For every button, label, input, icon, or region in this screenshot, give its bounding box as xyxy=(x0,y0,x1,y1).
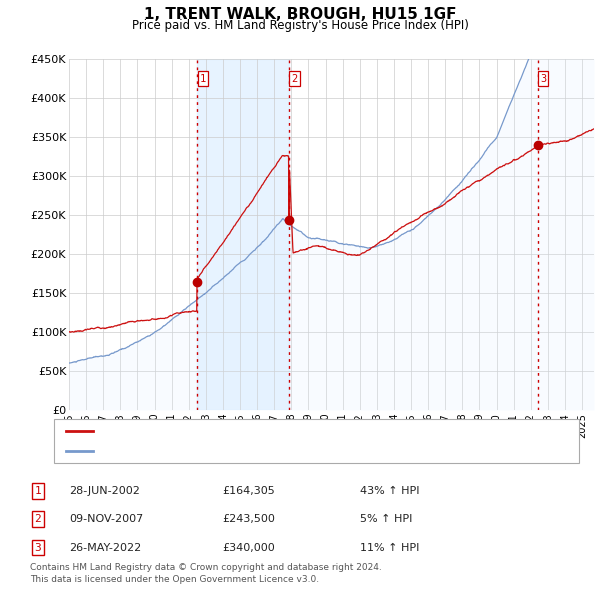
Text: 5% ↑ HPI: 5% ↑ HPI xyxy=(360,514,412,524)
Text: 26-MAY-2022: 26-MAY-2022 xyxy=(69,543,141,552)
Text: 3: 3 xyxy=(34,543,41,552)
Text: 1, TRENT WALK, BROUGH, HU15 1GF: 1, TRENT WALK, BROUGH, HU15 1GF xyxy=(144,7,456,22)
Text: 1: 1 xyxy=(200,74,206,84)
Text: 2: 2 xyxy=(292,74,298,84)
Text: 3: 3 xyxy=(540,74,547,84)
Bar xyxy=(197,59,289,410)
Text: Price paid vs. HM Land Registry's House Price Index (HPI): Price paid vs. HM Land Registry's House … xyxy=(131,19,469,32)
Text: £243,500: £243,500 xyxy=(222,514,275,524)
Text: 11% ↑ HPI: 11% ↑ HPI xyxy=(360,543,419,552)
Text: £340,000: £340,000 xyxy=(222,543,275,552)
Text: HPI: Average price, detached house, East Riding of Yorkshire: HPI: Average price, detached house, East… xyxy=(99,446,415,455)
Text: 43% ↑ HPI: 43% ↑ HPI xyxy=(360,486,419,496)
Text: Contains HM Land Registry data © Crown copyright and database right 2024.: Contains HM Land Registry data © Crown c… xyxy=(30,563,382,572)
Text: 09-NOV-2007: 09-NOV-2007 xyxy=(69,514,143,524)
Text: 2: 2 xyxy=(34,514,41,524)
Text: 1: 1 xyxy=(34,486,41,496)
Text: £164,305: £164,305 xyxy=(222,486,275,496)
Text: 28-JUN-2002: 28-JUN-2002 xyxy=(69,486,140,496)
Text: This data is licensed under the Open Government Licence v3.0.: This data is licensed under the Open Gov… xyxy=(30,575,319,584)
Text: 1, TRENT WALK, BROUGH, HU15 1GF (detached house): 1, TRENT WALK, BROUGH, HU15 1GF (detache… xyxy=(99,427,385,436)
